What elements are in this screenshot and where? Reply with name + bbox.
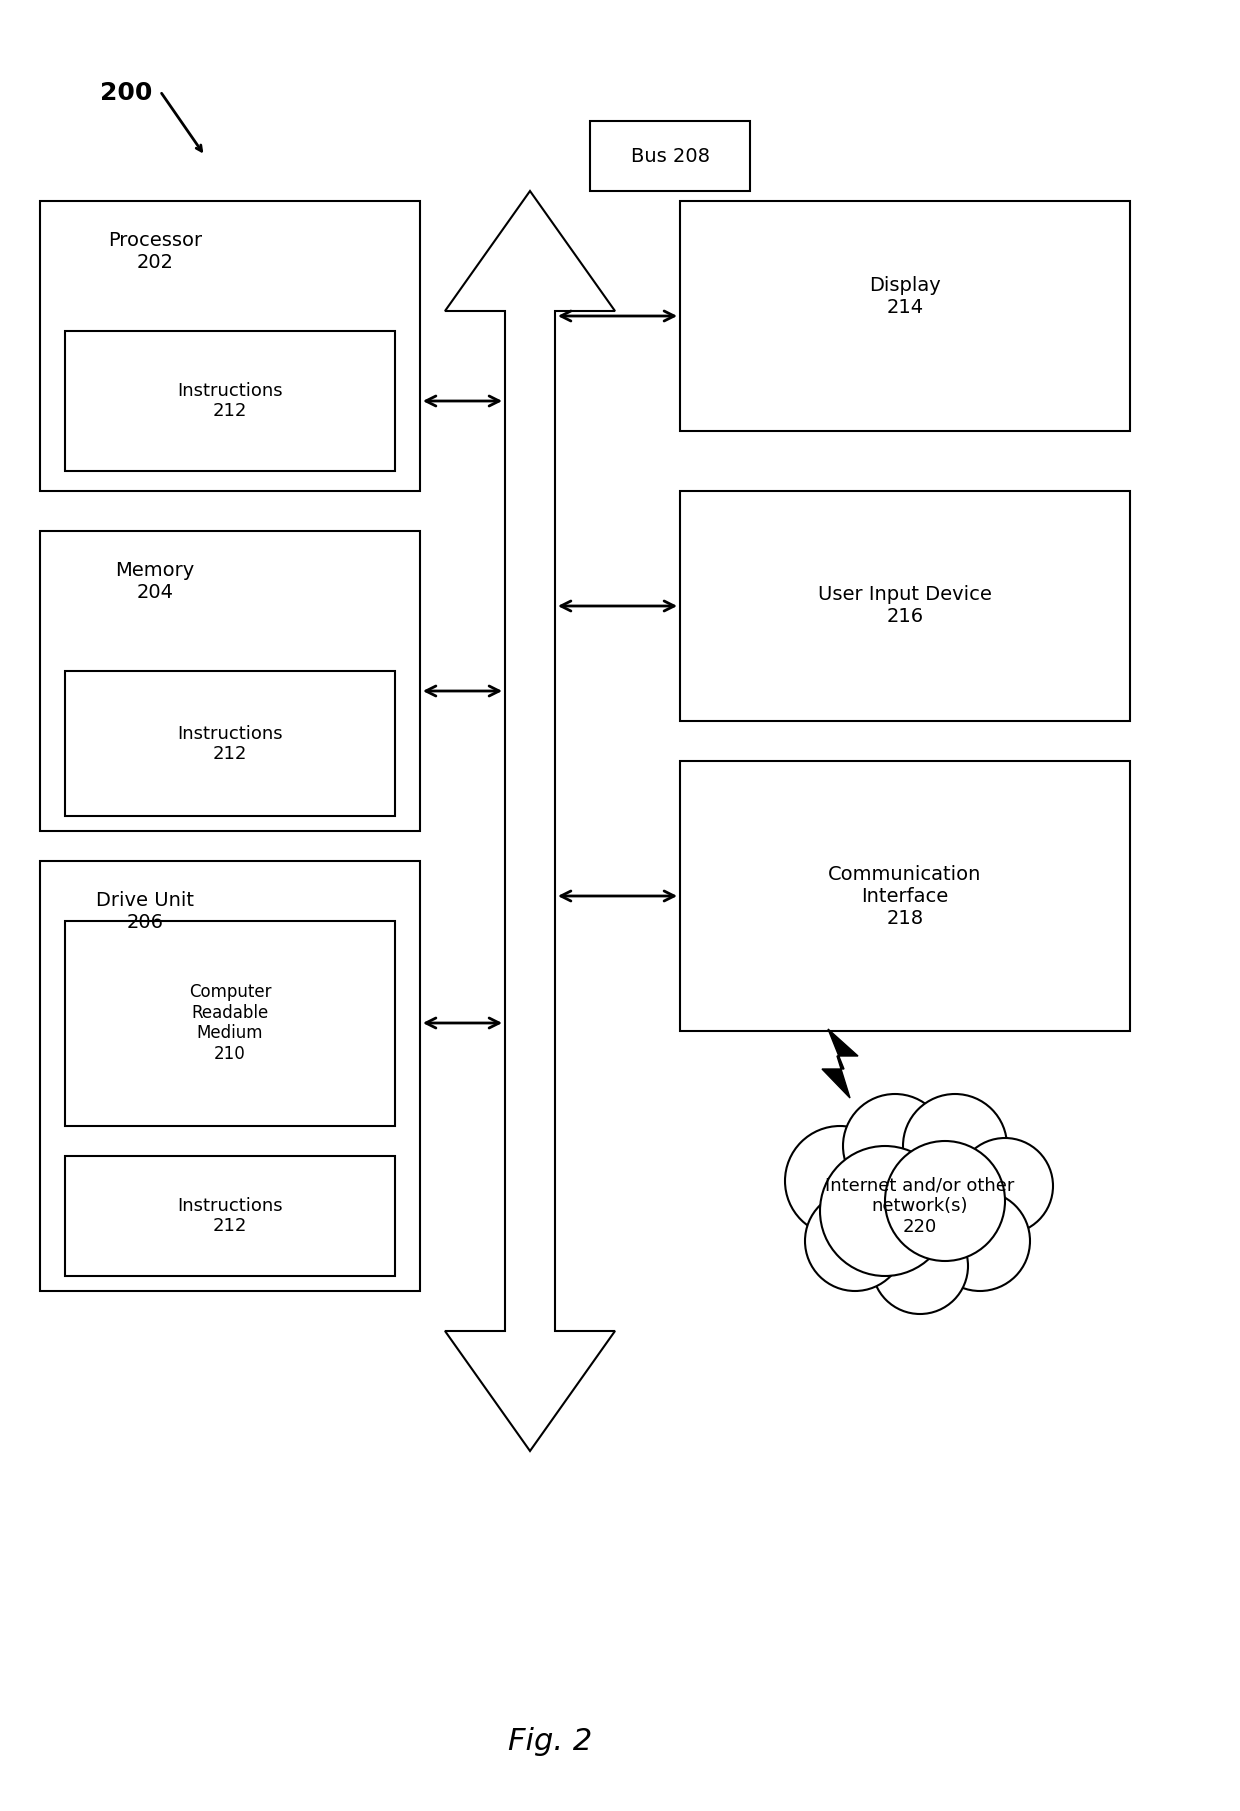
- Circle shape: [957, 1137, 1053, 1233]
- Text: Memory
204: Memory 204: [115, 561, 195, 601]
- FancyBboxPatch shape: [680, 201, 1130, 431]
- Text: Communication
Interface
218: Communication Interface 218: [828, 864, 982, 927]
- Circle shape: [885, 1141, 1004, 1260]
- Text: Instructions
212: Instructions 212: [177, 1197, 283, 1235]
- FancyBboxPatch shape: [64, 672, 396, 817]
- Text: Instructions
212: Instructions 212: [177, 382, 283, 420]
- FancyBboxPatch shape: [40, 201, 420, 491]
- Circle shape: [820, 1146, 950, 1277]
- Polygon shape: [822, 1029, 858, 1097]
- Circle shape: [785, 1126, 895, 1235]
- Text: Drive Unit
206: Drive Unit 206: [95, 891, 193, 933]
- FancyBboxPatch shape: [40, 860, 420, 1291]
- FancyBboxPatch shape: [64, 1155, 396, 1277]
- Text: Processor
202: Processor 202: [108, 232, 202, 272]
- FancyBboxPatch shape: [64, 922, 396, 1126]
- Circle shape: [843, 1094, 947, 1199]
- FancyBboxPatch shape: [590, 121, 750, 190]
- Polygon shape: [445, 190, 615, 1451]
- Text: Display
214: Display 214: [869, 275, 941, 317]
- Circle shape: [930, 1192, 1030, 1291]
- Circle shape: [903, 1094, 1007, 1199]
- FancyBboxPatch shape: [64, 331, 396, 471]
- Circle shape: [805, 1192, 905, 1291]
- Text: User Input Device
216: User Input Device 216: [818, 585, 992, 627]
- FancyBboxPatch shape: [680, 491, 1130, 721]
- Text: 200: 200: [100, 81, 153, 105]
- Text: Instructions
212: Instructions 212: [177, 724, 283, 764]
- Circle shape: [872, 1219, 968, 1315]
- FancyBboxPatch shape: [680, 761, 1130, 1030]
- Text: Internet and/or other
network(s)
220: Internet and/or other network(s) 220: [826, 1175, 1014, 1235]
- FancyBboxPatch shape: [40, 531, 420, 831]
- Text: Fig. 2: Fig. 2: [508, 1726, 593, 1755]
- Text: Computer
Readable
Medium
210: Computer Readable Medium 210: [188, 983, 272, 1063]
- Text: Bus 208: Bus 208: [630, 147, 709, 165]
